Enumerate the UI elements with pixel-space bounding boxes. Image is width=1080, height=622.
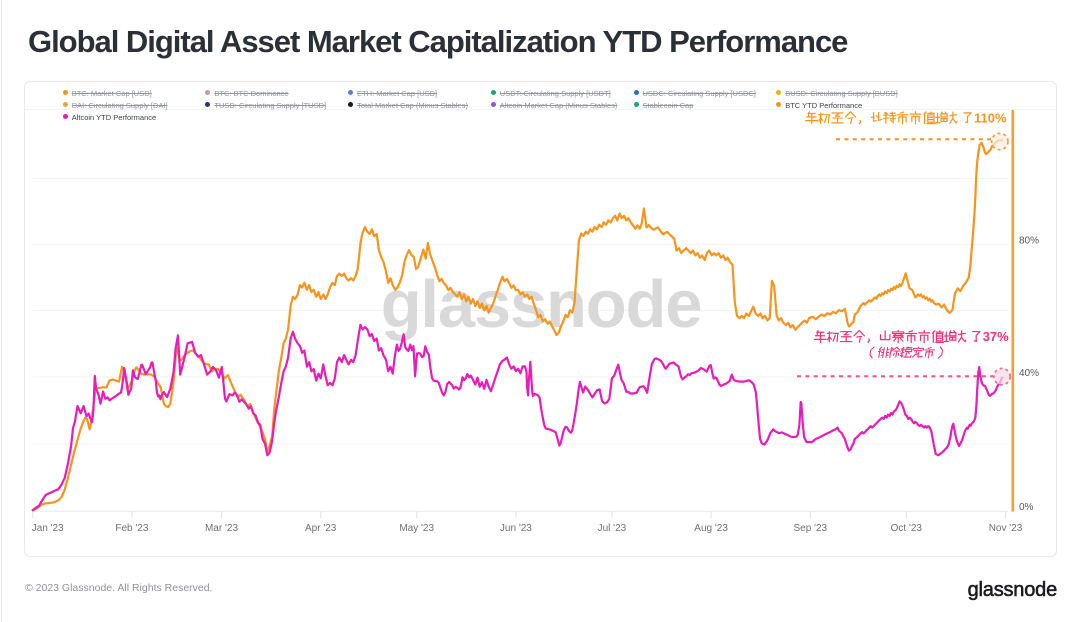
svg-text:May '23: May '23 <box>399 523 434 534</box>
svg-text:Nov '23: Nov '23 <box>989 523 1023 534</box>
svg-text:Mar '23: Mar '23 <box>205 523 238 534</box>
svg-text:Sep '23: Sep '23 <box>793 523 827 534</box>
svg-text:Jun '23: Jun '23 <box>500 523 532 534</box>
svg-text:Feb '23: Feb '23 <box>115 523 148 534</box>
svg-text:40%: 40% <box>1019 368 1039 379</box>
svg-text:Jan '23: Jan '23 <box>32 523 64 534</box>
svg-text:0%: 0% <box>1019 502 1034 513</box>
svg-text:80%: 80% <box>1019 235 1039 246</box>
svg-text:Jul '23: Jul '23 <box>598 523 627 534</box>
svg-text:Apr '23: Apr '23 <box>305 523 337 534</box>
svg-text:glassnode: glassnode <box>381 267 702 342</box>
svg-text:Oct '23: Oct '23 <box>891 523 923 534</box>
svg-text:110%: 110% <box>974 111 1007 126</box>
svg-text:37%: 37% <box>983 329 1009 344</box>
svg-text:Aug '23: Aug '23 <box>694 523 728 534</box>
